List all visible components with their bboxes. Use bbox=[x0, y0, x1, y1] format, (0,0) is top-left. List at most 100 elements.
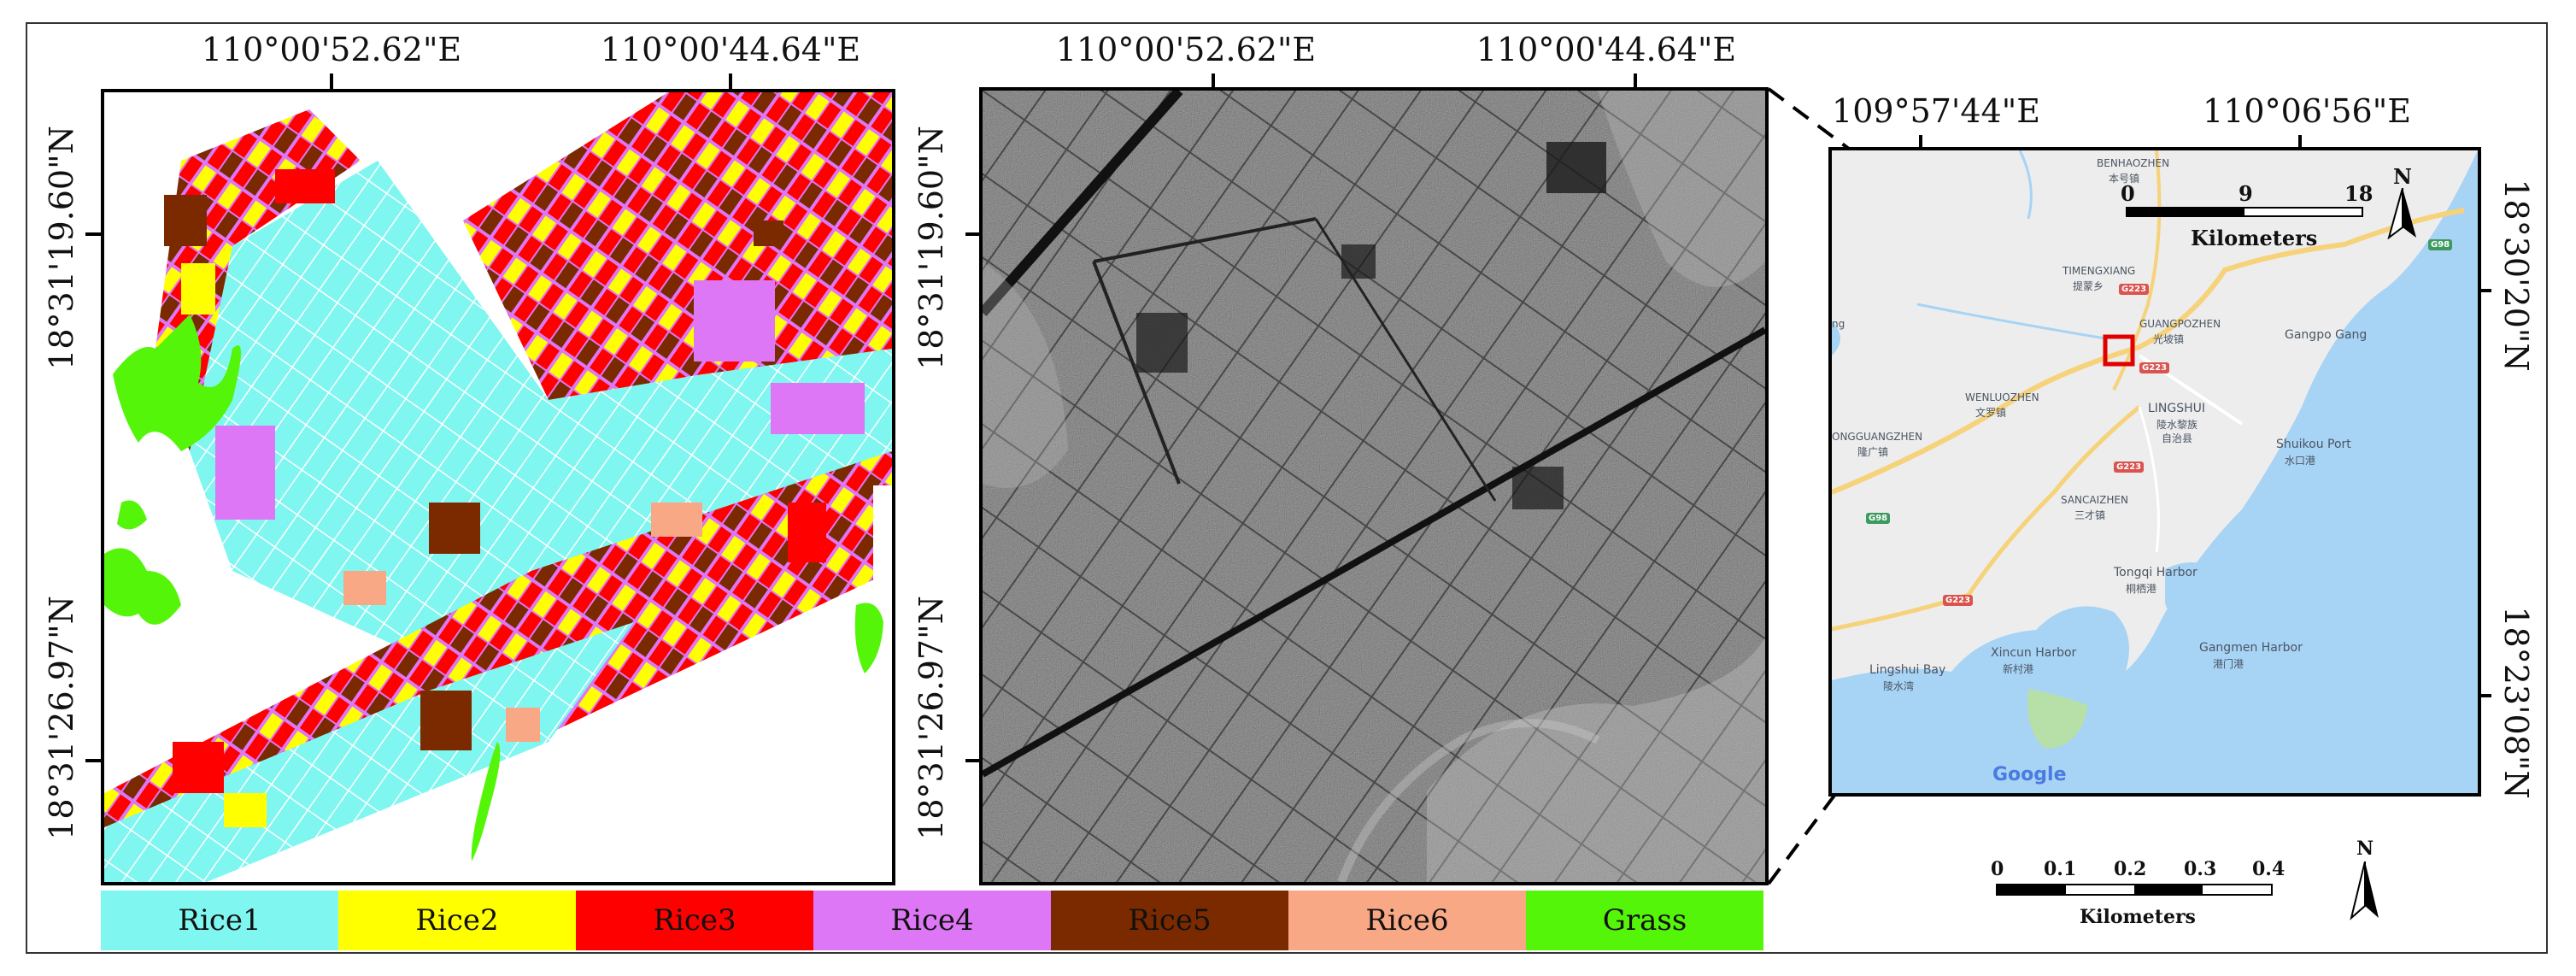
place-label: SANCAIZHEN bbox=[2061, 494, 2128, 506]
river-bank bbox=[1337, 719, 1600, 882]
place-label: 隆广镇 bbox=[1857, 446, 1889, 458]
location-map: 0 9 18 Kilometers N BENHAOZHEN 本号镇 TIMEN… bbox=[1828, 147, 2481, 797]
tick bbox=[729, 73, 732, 91]
field-grass bbox=[104, 548, 181, 625]
place-label: TIMENGXIANG bbox=[2063, 265, 2136, 277]
field-rice2 bbox=[181, 263, 215, 315]
bright-vegetation bbox=[983, 262, 1068, 488]
legend-label: Rice1 bbox=[178, 903, 261, 938]
place-label: LINGSHUI bbox=[2148, 402, 2206, 415]
green-area bbox=[2027, 689, 2088, 749]
place-label: 新村港 bbox=[2003, 663, 2034, 675]
place-label: WENLUOZHEN bbox=[1965, 391, 2039, 403]
bottom-scalebar-tick: 0 bbox=[1991, 858, 2004, 880]
bottom-scalebar-unit: Kilometers bbox=[2080, 906, 2196, 928]
tick bbox=[1212, 73, 1215, 91]
lagoon bbox=[2034, 606, 2129, 696]
place-label: Lingshui Bay bbox=[1869, 663, 1946, 677]
legend-rice1: Rice1 bbox=[101, 891, 338, 950]
field-rice6 bbox=[651, 503, 702, 537]
field-rice5 bbox=[429, 503, 480, 554]
dark-parcel bbox=[1136, 313, 1188, 373]
road-line bbox=[1093, 217, 1317, 263]
legend-label: Rice6 bbox=[1365, 903, 1449, 938]
map-scalebar-tick: 9 bbox=[2239, 181, 2253, 206]
place-label: 本号镇 bbox=[2109, 173, 2140, 185]
tick bbox=[2478, 694, 2491, 697]
google-logo: Google bbox=[1992, 764, 2067, 785]
place-label: 文罗镇 bbox=[1975, 407, 2007, 419]
place-label: ONGGUANGZHEN bbox=[1832, 431, 1923, 443]
field-rice3 bbox=[788, 503, 826, 562]
place-label: 光坡镇 bbox=[2153, 333, 2185, 345]
route-shield: G223 bbox=[2119, 284, 2150, 295]
tick bbox=[85, 759, 103, 762]
place-label: Xincun Harbor bbox=[1991, 646, 2077, 660]
tick bbox=[2478, 289, 2491, 292]
left-top-coord-2: 110°00'44.64"E bbox=[600, 31, 861, 68]
bottom-scalebar bbox=[1996, 884, 2273, 896]
place-label: GUANGPOZHEN bbox=[2139, 318, 2221, 330]
bottom-north-arrow-icon bbox=[2350, 861, 2379, 920]
classification-map-svg bbox=[104, 92, 892, 882]
field-rice3 bbox=[173, 742, 224, 793]
middle-top-coord-2: 110°00'44.64"E bbox=[1476, 31, 1737, 68]
map-north-label: N bbox=[2393, 164, 2412, 189]
sea-area bbox=[1832, 150, 2478, 793]
sar-image bbox=[979, 87, 1769, 885]
field-grass bbox=[113, 315, 241, 451]
tick bbox=[965, 232, 981, 236]
field-grass bbox=[854, 603, 883, 673]
legend-label: Rice2 bbox=[415, 903, 499, 938]
study-area-marker bbox=[2103, 334, 2135, 367]
bright-village bbox=[1427, 638, 1765, 882]
route-shield: G98 bbox=[2428, 239, 2453, 250]
place-label: 水口港 bbox=[2285, 455, 2316, 467]
classification-map bbox=[101, 89, 895, 885]
place-label: Gangpo Gang bbox=[2285, 328, 2368, 342]
legend-rice2: Rice2 bbox=[338, 891, 576, 950]
highway bbox=[1832, 208, 2465, 495]
legend-rice4: Rice4 bbox=[813, 891, 1051, 950]
figure-frame bbox=[26, 22, 2548, 954]
field-grass bbox=[471, 742, 501, 861]
dark-parcel bbox=[1341, 244, 1376, 279]
dark-parcel bbox=[1546, 142, 1606, 193]
tick bbox=[1919, 135, 1922, 149]
legend-label: Rice3 bbox=[653, 903, 736, 938]
road-line bbox=[983, 326, 1765, 778]
non-field-area bbox=[873, 485, 892, 588]
sar-image-svg bbox=[983, 91, 1765, 882]
place-label: 提蒙乡 bbox=[2073, 280, 2104, 292]
road-line bbox=[1092, 261, 1181, 485]
route-shield: G223 bbox=[2114, 462, 2145, 473]
bright-vegetation bbox=[1598, 91, 1765, 287]
field-rice6 bbox=[343, 571, 386, 605]
bottom-scalebar-tick: 0.3 bbox=[2184, 858, 2217, 880]
map-scalebar bbox=[2126, 207, 2363, 217]
left-top-coord-1: 110°00'52.62"E bbox=[201, 31, 462, 68]
legend-label: Rice5 bbox=[1128, 903, 1212, 938]
field-rice3 bbox=[275, 169, 335, 203]
place-label: 三才镇 bbox=[2074, 509, 2106, 521]
map-scalebar-tick: 18 bbox=[2344, 181, 2374, 206]
legend-label: Rice4 bbox=[890, 903, 974, 938]
bottom-scalebar-tick: 0.4 bbox=[2252, 858, 2286, 880]
route-shield: G223 bbox=[1943, 595, 1974, 606]
dark-parcel bbox=[1512, 467, 1564, 509]
middle-top-coord-1: 110°00'52.62"E bbox=[1055, 31, 1317, 68]
map-scalebar-unit: Kilometers bbox=[2191, 226, 2318, 250]
bottom-scalebar-tick: 0.2 bbox=[2114, 858, 2147, 880]
river bbox=[1916, 150, 2106, 340]
tick bbox=[330, 73, 333, 91]
tick bbox=[2298, 135, 2302, 149]
place-label: 自治县 bbox=[2162, 432, 2193, 444]
place-label: ng bbox=[1832, 318, 1845, 330]
right-top-coord-1: 109°57'44"E bbox=[1832, 92, 2040, 130]
place-label: 桐栖港 bbox=[2126, 583, 2157, 595]
place-label: Tongqi Harbor bbox=[2114, 566, 2198, 579]
road-line bbox=[983, 91, 1183, 316]
legend-rice3: Rice3 bbox=[576, 891, 813, 950]
legend-label: Grass bbox=[1602, 903, 1687, 938]
place-label: 陵水黎族 bbox=[2156, 419, 2198, 431]
